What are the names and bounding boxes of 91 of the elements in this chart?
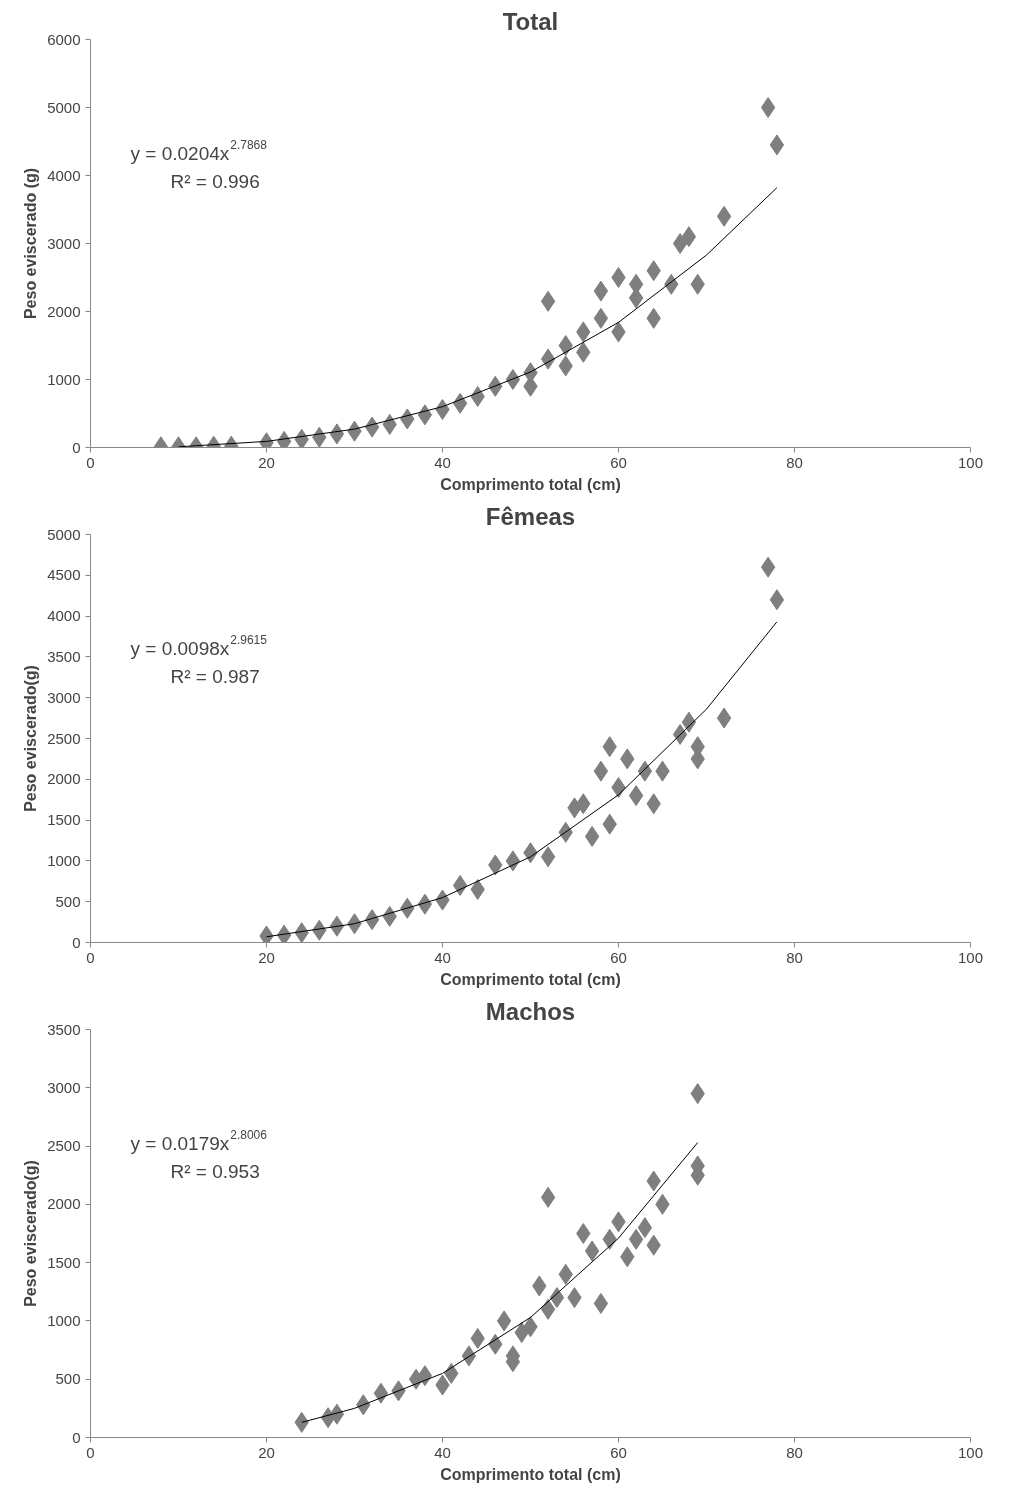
x-tick-label: 40 (434, 453, 451, 471)
point (681, 226, 697, 248)
point (628, 785, 644, 807)
point (373, 1382, 389, 1404)
x-tick-label: 0 (86, 453, 95, 471)
y-tick-label: 2000 (47, 770, 81, 788)
point (558, 335, 573, 356)
point (549, 1287, 565, 1309)
point (637, 760, 653, 782)
y-tick-label: 3500 (47, 1020, 81, 1038)
point (769, 134, 785, 156)
x-axis-title: Comprimento total (cm) (440, 1465, 621, 1483)
y-axis-title: Peso eviscerado (g) (22, 167, 40, 320)
point (593, 760, 609, 782)
x-axis-title: Comprimento total (cm) (440, 475, 621, 493)
point (417, 404, 433, 426)
y-tick-label: 0 (72, 1428, 81, 1446)
y-tick-label: 2500 (47, 729, 81, 747)
x-tick-label: 80 (786, 948, 803, 966)
annotation: R² = 0.953 (170, 1160, 260, 1182)
y-tick-label: 500 (55, 892, 81, 910)
point (672, 233, 688, 254)
point (637, 1217, 653, 1239)
chart-title: Total (502, 7, 559, 35)
y-tick-label: 4500 (47, 566, 81, 584)
x-tick-label: 40 (434, 948, 451, 966)
annotation: R² = 0.996 (170, 170, 260, 192)
point (760, 556, 776, 578)
x-tick-label: 20 (258, 1443, 275, 1461)
point (584, 825, 600, 847)
point (584, 1240, 600, 1262)
point (672, 723, 688, 745)
point (540, 290, 556, 312)
y-tick-label: 1000 (47, 851, 81, 869)
y-tick-label: 0 (72, 933, 81, 951)
point (769, 589, 785, 611)
x-tick-label: 80 (786, 453, 803, 471)
point (540, 1186, 556, 1208)
point (452, 874, 468, 896)
point (628, 1228, 644, 1250)
y-tick-label: 3000 (47, 688, 81, 706)
point (496, 1310, 512, 1332)
y-tick-label: 3000 (47, 1078, 81, 1096)
point (760, 97, 776, 118)
point (593, 1292, 609, 1314)
point (576, 1223, 591, 1244)
x-tick-label: 100 (957, 948, 984, 966)
point (593, 307, 609, 329)
x-tick-label: 40 (434, 1443, 451, 1461)
x-tick-label: 60 (610, 1443, 627, 1461)
y-tick-label: 4000 (47, 166, 81, 184)
y-tick-label: 1000 (47, 1311, 81, 1329)
x-tick-label: 100 (957, 1443, 984, 1461)
y-axis-title: Peso eviscerado(g) (22, 665, 40, 812)
y-tick-label: 2500 (47, 1137, 81, 1155)
y-tick-label: 3500 (47, 647, 81, 665)
point (611, 267, 626, 288)
y-axis-title: Peso eviscerado(g) (22, 1160, 40, 1307)
y-tick-label: 1500 (47, 811, 81, 829)
y-tick-label: 3000 (47, 234, 81, 252)
x-tick-label: 100 (957, 453, 984, 471)
x-tick-label: 0 (86, 1443, 95, 1461)
y-tick-label: 4000 (47, 607, 81, 625)
x-tick-label: 20 (258, 948, 275, 966)
point (716, 205, 732, 227)
chart-title: Machos (485, 997, 576, 1025)
x-tick-label: 60 (610, 453, 627, 471)
y-tick-label: 500 (55, 1370, 81, 1388)
point (259, 925, 274, 943)
x-axis-title: Comprimento total (cm) (440, 970, 621, 988)
y-tick-label: 5000 (47, 525, 81, 543)
x-tick-label: 60 (610, 948, 627, 966)
y-tick-label: 2000 (47, 1195, 81, 1213)
y-tick-label: 2000 (47, 302, 81, 320)
point (417, 1365, 433, 1387)
chart-title: Fêmeas (485, 502, 576, 530)
y-tick-label: 5000 (47, 98, 81, 116)
x-tick-label: 0 (86, 948, 95, 966)
point (470, 386, 485, 407)
y-tick-label: 1500 (47, 1253, 81, 1271)
x-tick-label: 80 (786, 1443, 803, 1461)
point (540, 846, 556, 868)
y-tick-label: 0 (72, 438, 81, 456)
annotation: R² = 0.987 (170, 665, 260, 687)
point (593, 280, 609, 302)
point (505, 850, 521, 872)
point (540, 1298, 556, 1320)
y-tick-label: 6000 (47, 30, 81, 48)
x-tick-label: 20 (258, 453, 275, 471)
y-tick-label: 1000 (47, 370, 81, 388)
point (716, 707, 732, 729)
